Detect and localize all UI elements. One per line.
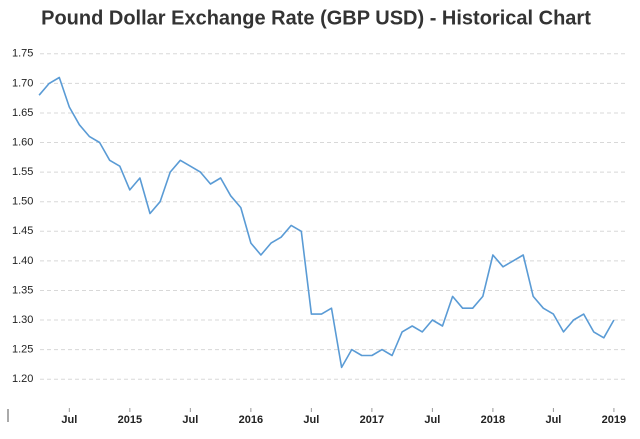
x-tick-label: Jul	[424, 414, 440, 426]
y-tick-label: 1.45	[12, 225, 33, 237]
x-tick-label: 2017	[360, 414, 384, 426]
y-tick-label: 1.50	[12, 196, 33, 208]
x-tick-label: 2016	[239, 414, 263, 426]
x-tick-label: Jul	[303, 414, 319, 426]
y-tick-label: 1.70	[12, 77, 33, 89]
y-tick-label: 1.65	[12, 107, 33, 119]
y-tick-label: 1.75	[12, 48, 33, 60]
chart-title: Pound Dollar Exchange Rate (GBP USD) - H…	[41, 7, 591, 29]
y-tick-label: 1.35	[12, 284, 33, 296]
y-tick-label: 1.55	[12, 166, 33, 178]
x-tick-label: Jul	[61, 414, 77, 426]
y-tick-label: 1.20	[12, 373, 33, 385]
x-tick-label: Jul	[545, 414, 561, 426]
y-tick-label: 1.25	[12, 344, 33, 356]
y-tick-label: 1.60	[12, 136, 33, 148]
x-tick-label: 2019	[602, 414, 626, 426]
y-tick-label: 1.40	[12, 255, 33, 267]
y-tick-label: 1.30	[12, 314, 33, 326]
x-tick-label: Jul	[182, 414, 198, 426]
price-line	[38, 76, 615, 369]
x-tick-label: 2018	[481, 414, 505, 426]
x-tick-label: 2015	[118, 414, 142, 426]
